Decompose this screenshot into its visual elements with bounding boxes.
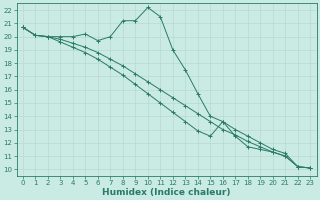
X-axis label: Humidex (Indice chaleur): Humidex (Indice chaleur) bbox=[102, 188, 231, 197]
